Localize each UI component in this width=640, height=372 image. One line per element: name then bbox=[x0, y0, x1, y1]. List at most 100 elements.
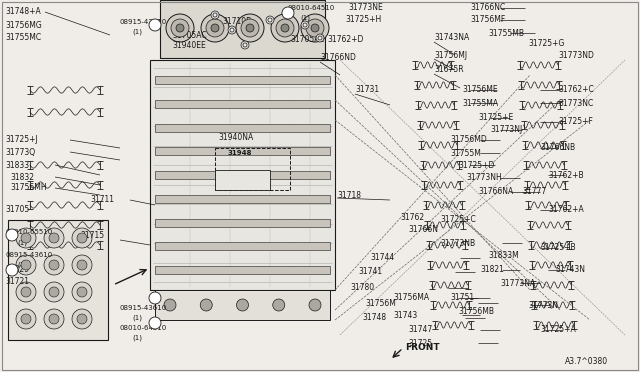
Text: 31940EE: 31940EE bbox=[172, 42, 205, 51]
Bar bbox=[155, 100, 330, 108]
Text: 08915-43610: 08915-43610 bbox=[5, 252, 52, 258]
Text: 31705AC: 31705AC bbox=[172, 31, 207, 39]
Text: 31756MB: 31756MB bbox=[458, 308, 494, 317]
Text: B: B bbox=[153, 321, 157, 326]
Circle shape bbox=[243, 43, 247, 47]
Text: 08915-43610: 08915-43610 bbox=[120, 305, 167, 311]
Circle shape bbox=[303, 23, 307, 27]
Text: 31725: 31725 bbox=[408, 339, 432, 347]
Circle shape bbox=[228, 26, 236, 34]
Circle shape bbox=[72, 228, 92, 248]
Text: 31766NB: 31766NB bbox=[540, 144, 575, 153]
Circle shape bbox=[6, 264, 18, 276]
Circle shape bbox=[72, 255, 92, 275]
Text: 31773NH: 31773NH bbox=[466, 173, 502, 183]
Text: 31762+B: 31762+B bbox=[548, 170, 584, 180]
Circle shape bbox=[49, 287, 59, 297]
Text: 31710B: 31710B bbox=[222, 17, 252, 26]
Circle shape bbox=[149, 292, 161, 304]
Text: 31773NJ: 31773NJ bbox=[490, 125, 522, 135]
Text: 31762+C: 31762+C bbox=[558, 86, 594, 94]
Circle shape bbox=[236, 14, 264, 42]
Circle shape bbox=[49, 260, 59, 270]
Bar bbox=[155, 171, 330, 179]
Circle shape bbox=[16, 309, 36, 329]
Text: 31756M: 31756M bbox=[365, 298, 396, 308]
Circle shape bbox=[21, 314, 31, 324]
Circle shape bbox=[77, 314, 87, 324]
Circle shape bbox=[211, 24, 219, 32]
Circle shape bbox=[149, 317, 161, 329]
Circle shape bbox=[201, 14, 229, 42]
Text: 31755M: 31755M bbox=[450, 148, 481, 157]
Circle shape bbox=[171, 19, 189, 37]
Text: 31948: 31948 bbox=[228, 150, 253, 156]
Text: FRONT: FRONT bbox=[405, 343, 440, 353]
Circle shape bbox=[166, 14, 194, 42]
Text: 31833M: 31833M bbox=[488, 250, 519, 260]
Circle shape bbox=[266, 16, 274, 24]
Text: 31777: 31777 bbox=[522, 187, 547, 196]
Circle shape bbox=[318, 36, 322, 40]
Text: (1): (1) bbox=[132, 315, 142, 321]
Text: 31756MG: 31756MG bbox=[5, 22, 42, 31]
Text: 31773NC: 31773NC bbox=[558, 99, 593, 108]
Bar bbox=[215, 170, 270, 190]
Text: A3.7^0380: A3.7^0380 bbox=[565, 357, 608, 366]
Text: 31766NC: 31766NC bbox=[470, 3, 505, 13]
Circle shape bbox=[16, 282, 36, 302]
Text: 31741: 31741 bbox=[358, 267, 382, 276]
Text: 31755MA: 31755MA bbox=[462, 99, 498, 108]
Text: 31725+C: 31725+C bbox=[440, 215, 476, 224]
Circle shape bbox=[49, 314, 59, 324]
Text: 31773N: 31773N bbox=[528, 301, 558, 310]
Circle shape bbox=[271, 14, 299, 42]
Circle shape bbox=[72, 309, 92, 329]
Text: 31725+B: 31725+B bbox=[540, 244, 575, 253]
Bar bbox=[160, 0, 325, 58]
Text: 31766ND: 31766ND bbox=[320, 54, 356, 62]
Circle shape bbox=[6, 229, 18, 241]
Text: W: W bbox=[152, 295, 158, 301]
Circle shape bbox=[241, 19, 259, 37]
Circle shape bbox=[21, 233, 31, 243]
Text: 31821: 31821 bbox=[480, 266, 504, 275]
Circle shape bbox=[316, 34, 324, 42]
Text: 31675R: 31675R bbox=[434, 65, 463, 74]
Text: 31762+D: 31762+D bbox=[327, 35, 364, 45]
Circle shape bbox=[16, 255, 36, 275]
Circle shape bbox=[273, 299, 285, 311]
Text: (1): (1) bbox=[17, 262, 27, 268]
Text: 31833: 31833 bbox=[5, 160, 29, 170]
Text: 31748+A: 31748+A bbox=[5, 7, 41, 16]
Text: 31725+H: 31725+H bbox=[345, 16, 381, 25]
Circle shape bbox=[206, 19, 224, 37]
Circle shape bbox=[21, 260, 31, 270]
Text: 08010-64510: 08010-64510 bbox=[120, 325, 167, 331]
Bar bbox=[155, 290, 330, 320]
Text: W: W bbox=[152, 22, 158, 28]
Circle shape bbox=[311, 24, 319, 32]
Bar bbox=[155, 76, 330, 84]
Circle shape bbox=[230, 28, 234, 32]
Text: 31755MB: 31755MB bbox=[488, 29, 524, 38]
Text: 31705: 31705 bbox=[5, 205, 29, 215]
Circle shape bbox=[268, 18, 272, 22]
Text: 31743N: 31743N bbox=[555, 266, 585, 275]
Text: (1): (1) bbox=[17, 240, 27, 246]
Text: B: B bbox=[10, 267, 14, 273]
Bar bbox=[155, 195, 330, 203]
Text: 31773NB: 31773NB bbox=[440, 238, 475, 247]
Circle shape bbox=[241, 41, 249, 49]
Circle shape bbox=[44, 309, 64, 329]
Circle shape bbox=[77, 233, 87, 243]
Text: 31773Q: 31773Q bbox=[5, 148, 35, 157]
Text: 31756MD: 31756MD bbox=[450, 135, 487, 144]
Text: 31718: 31718 bbox=[337, 190, 361, 199]
Circle shape bbox=[72, 282, 92, 302]
Circle shape bbox=[306, 19, 324, 37]
Text: 31725+J: 31725+J bbox=[5, 135, 38, 144]
Circle shape bbox=[309, 299, 321, 311]
Text: 31725+E: 31725+E bbox=[478, 113, 513, 122]
Circle shape bbox=[77, 287, 87, 297]
